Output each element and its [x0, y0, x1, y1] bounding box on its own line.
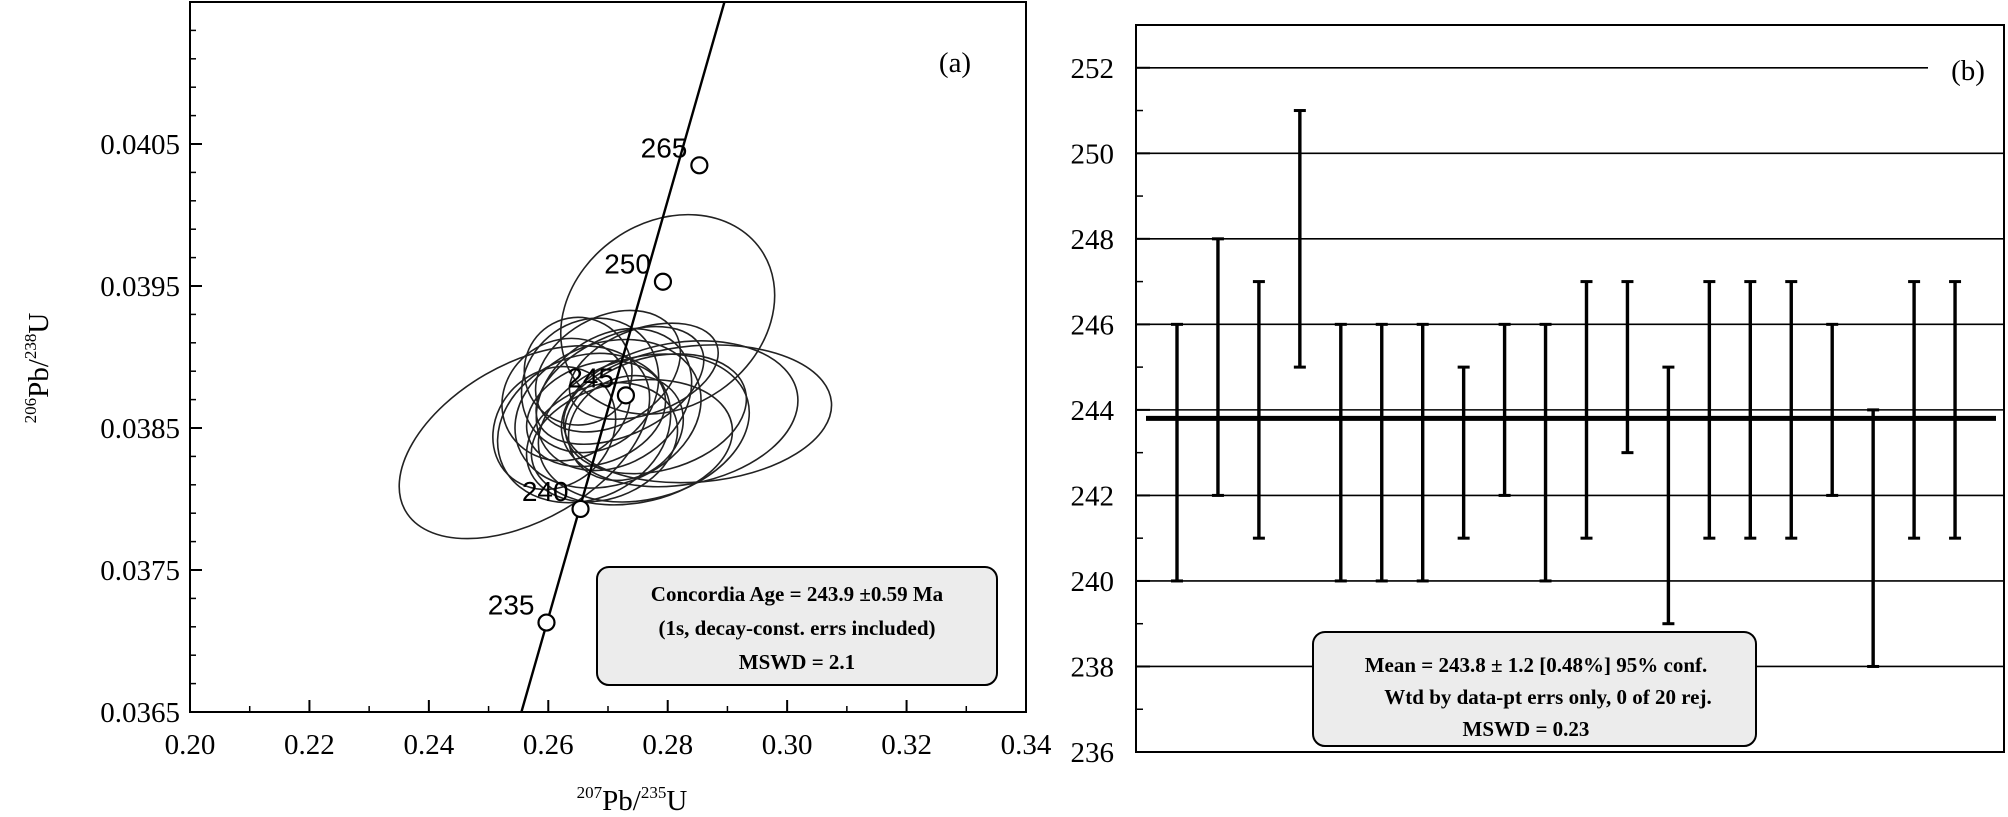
a-concordia-age-marker	[616, 386, 636, 405]
b-annotation-box: Mean = 243.8 ± 1.2 [0.48%] 95% conf. Wtd…	[1312, 631, 1757, 747]
a-error-ellipse-12	[564, 353, 748, 475]
b-y-tick-label: 238	[1071, 651, 1115, 683]
panel-b-weighted-mean: 236 238 240 242 244 246 248 250 252 (b) Mean = 2…	[1071, 24, 2005, 769]
b-annotation-frame	[1312, 631, 1757, 747]
a-annotation-line-2: (1s, decay-const. errs included)	[658, 616, 935, 640]
a-annotation-line-3: MSWD = 2.1	[739, 650, 855, 674]
b-y-tick-label: 240	[1071, 566, 1115, 598]
a-concordia-age-label: 265	[641, 132, 688, 163]
a-x-tick-label: 0.24	[403, 729, 454, 761]
a-ellipse-group	[398, 213, 833, 540]
a-x-tick-label: 0.30	[762, 729, 813, 761]
a-error-ellipse-15	[523, 316, 633, 426]
a-annotation-box: Concordia Age = 243.9 ±0.59 Ma (1s, deca…	[596, 566, 998, 686]
a-x-tick-label: 0.20	[165, 729, 216, 761]
a-concordia-age-label: 235	[488, 590, 535, 621]
a-error-ellipse-2	[559, 213, 776, 415]
b-y-tick-label: 246	[1071, 309, 1115, 341]
a-x-tick-label: 0.32	[881, 729, 932, 761]
a-error-ellipse-18	[492, 365, 617, 491]
a-error-ellipse-1	[398, 345, 651, 540]
b-y-tick-label: 248	[1071, 224, 1115, 256]
a-annotation-frame	[596, 566, 998, 686]
b-y-tick-label: 244	[1071, 395, 1115, 427]
a-error-ellipse-8	[535, 327, 693, 472]
b-y-tick-label: 252	[1071, 53, 1115, 85]
a-error-ellipse-10	[525, 381, 679, 503]
b-error-bars	[1171, 109, 1962, 668]
a-error-ellipse-11	[530, 378, 734, 506]
b-annotation-line-1: Mean = 243.8 ± 1.2 [0.48%] 95% conf.	[1365, 653, 1708, 677]
a-error-ellipse-17	[525, 360, 667, 468]
a-error-ellipse-20	[567, 374, 685, 482]
a-panel-label: (a)	[939, 47, 971, 79]
b-y-tick-label: 242	[1071, 480, 1115, 512]
a-x-tick-label: 0.34	[1001, 729, 1052, 761]
a-y-tick-label: 0.0375	[100, 555, 180, 587]
b-panel-label: (b)	[1951, 55, 1985, 87]
a-y-axis: 0.0365 0.0375 0.0385 0.0395 0.0405	[100, 29, 202, 729]
a-error-ellipse-16	[535, 325, 705, 446]
b-annotation-line-3: MSWD = 0.23	[1463, 717, 1590, 741]
b-y-tick-label: 250	[1071, 138, 1115, 170]
a-annotation-line-1: Concordia Age = 243.9 ±0.59 Ma	[651, 582, 944, 606]
a-y-tick-label: 0.0365	[100, 697, 180, 729]
a-x-axis-title: 207Pb/235U	[577, 783, 688, 817]
b-gridlines	[1136, 66, 2004, 668]
b-plot-frame	[1135, 24, 2005, 753]
a-concordia-curve: 235 240 245 250 265	[488, 1, 726, 713]
a-x-tick-label: 0.26	[523, 729, 574, 761]
a-x-axis: 0.20 0.22 0.24 0.26 0.28 0.30 0.32 0.34	[165, 700, 1052, 761]
b-annotation-line-2: Wtd by data-pt errs only, 0 of 20 rej.	[1384, 685, 1711, 709]
a-concordia-age-label: 245	[567, 362, 614, 393]
a-concordia-age-marker	[537, 613, 556, 632]
a-error-ellipse-5	[537, 353, 751, 503]
b-y-axis: 236 238 240 242 244 246 248 250 252	[1071, 53, 1150, 769]
a-concordia-line	[520, 1, 726, 713]
a-concordia-age-label: 250	[604, 249, 651, 280]
a-y-tick-label: 0.0405	[100, 129, 180, 161]
a-x-tick-label: 0.28	[642, 729, 693, 761]
a-concordia-age-marker	[571, 499, 590, 519]
a-y-tick-label: 0.0395	[100, 271, 180, 303]
a-error-ellipse-7	[496, 352, 672, 504]
a-x-tick-label: 0.22	[284, 729, 335, 761]
a-y-tick-label: 0.0385	[100, 413, 180, 445]
a-y-axis-title: 206Pb/238U	[21, 313, 55, 424]
a-error-ellipse-4	[560, 340, 799, 488]
a-concordia-age-marker	[653, 272, 673, 291]
b-y-tick-label: 236	[1071, 737, 1115, 769]
a-concordia-age-marker	[690, 156, 709, 175]
a-concordia-age-label: 240	[522, 476, 569, 507]
